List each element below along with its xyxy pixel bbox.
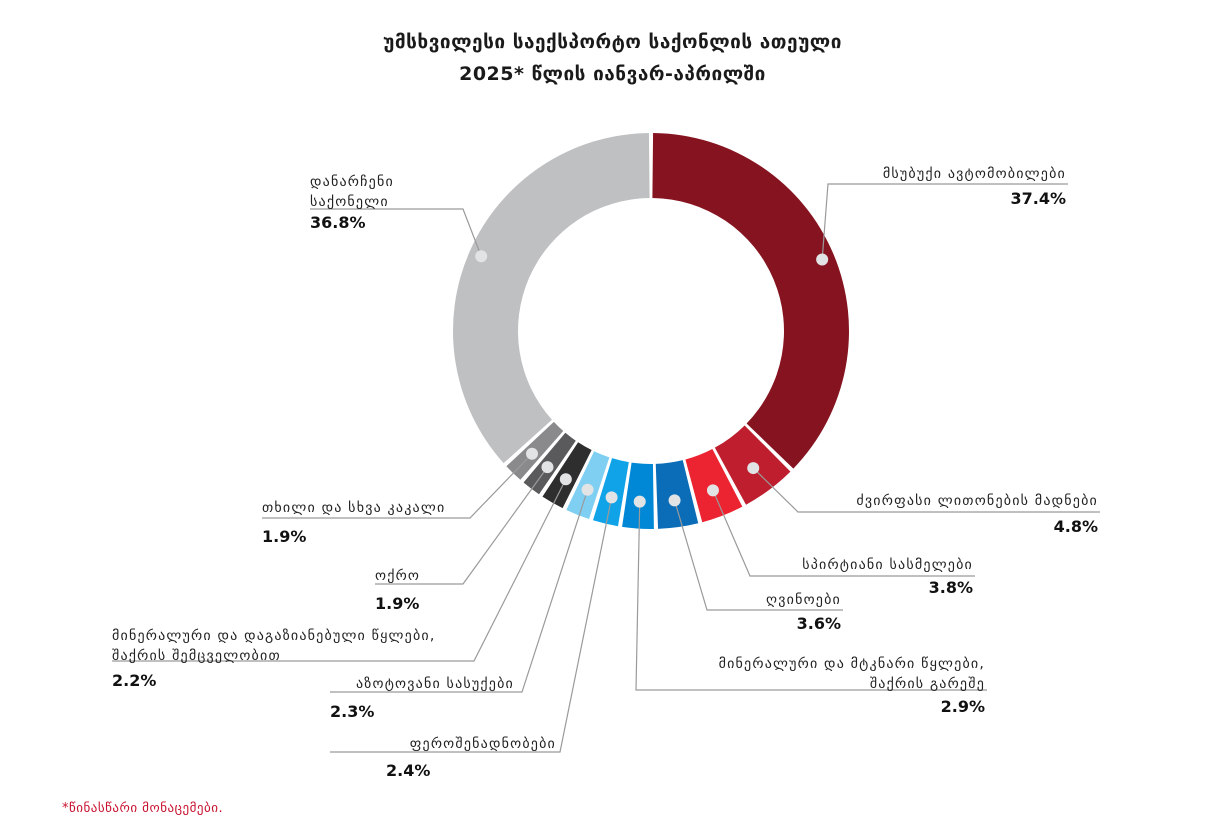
slice-5-leader-line: [635, 501, 987, 691]
slice-3-value-label: 3.8%: [929, 578, 973, 597]
slice-2-value-label: 4.8%: [1054, 517, 1098, 536]
slice-1-marker-dot: [816, 253, 829, 266]
chart-title-line: უმსხვილესი საექსპორტო საქონლის ათეული: [383, 31, 842, 53]
slice-7-marker-dot: [581, 483, 594, 496]
slice-6-leader-line: [330, 497, 613, 753]
slice-5-arc: [622, 462, 654, 529]
slice-11-leader-line: [310, 208, 482, 257]
slice-1-arc: [652, 133, 849, 469]
slice-5-label: მინერალური და მტკნარი წყლები,: [719, 655, 985, 672]
labels-layer: მსუბუქი ავტომობილები 37.4% ძვირფასი ლითონე…: [112, 166, 1098, 780]
slice-8-marker-dot: [559, 473, 572, 486]
slice-9-marker-dot: [541, 461, 554, 474]
slice-7-leader-line: [330, 489, 589, 693]
slice-2-label: ძვირფასი ლითონების მადნები: [856, 492, 1098, 509]
slice-4-label: ღვინოები: [766, 592, 841, 608]
slice-3-label: სპირტიანი სასმელები: [802, 556, 973, 573]
slice-7-value-label: 2.3%: [330, 702, 374, 721]
slice-8-label: შაქრის შემცველობით: [112, 647, 281, 664]
slice-6-marker-dot: [605, 491, 618, 504]
slice-9-label: ოქრო: [375, 567, 420, 584]
slice-8-leader-line: [112, 478, 567, 662]
slice-11-arc: [453, 133, 650, 464]
chart-subtitle-line: 2025* წლის იანვარ-აპრილში: [459, 63, 766, 85]
slice-4-arc: [655, 460, 699, 529]
slice-11-label: დანარჩენი: [310, 173, 394, 190]
footnote: *წინასწარი მონაცემები.: [62, 801, 224, 816]
slice-2-marker-dot: [747, 462, 760, 475]
slice-6-value-label: 2.4%: [386, 761, 430, 780]
slice-5-label: შაქრის გარეშე: [870, 675, 985, 692]
slice-5-value-label: 2.9%: [941, 697, 985, 716]
slice-11-value-label: 36.8%: [310, 213, 366, 232]
slice-4-marker-dot: [668, 494, 681, 507]
slice-1-label: მსუბუქი ავტომობილები: [883, 166, 1066, 182]
slice-11-label: საქონელი: [310, 194, 389, 210]
slice-6-label: ფეროშენადნობები: [410, 735, 556, 752]
slice-10-label: თხილი და სხვა კაკალი: [262, 500, 445, 516]
slice-11-marker-dot: [475, 250, 488, 263]
slice-8-label: მინერალური და დაგაზიანებული წყლები,: [112, 627, 436, 644]
slice-3-leader-line: [712, 490, 975, 577]
slice-1-leader-line: [821, 183, 1068, 260]
slice-8-value-label: 2.2%: [112, 671, 156, 690]
slice-4-leader-line: [673, 500, 843, 611]
slice-10-value-label: 1.9%: [262, 527, 306, 546]
slices-layer: [453, 133, 849, 529]
leader-lines-layer: [112, 183, 1100, 753]
chart-title: უმსხვილესი საექსპორტო საქონლის ათეული 20…: [0, 26, 1225, 90]
slice-4-value-label: 3.6%: [797, 614, 841, 633]
slice-10-leader-line: [262, 453, 533, 519]
slice-10-marker-dot: [525, 447, 538, 460]
slice-9-leader-line: [375, 466, 548, 585]
slice-5-marker-dot: [633, 495, 646, 508]
slice-9-value-label: 1.9%: [375, 594, 419, 613]
slice-2-leader-line: [752, 467, 1100, 513]
slice-1-value-label: 37.4%: [1010, 189, 1066, 208]
slice-3-marker-dot: [706, 484, 719, 497]
slice-7-label: აზოტოვანი სასუქები: [356, 676, 514, 692]
